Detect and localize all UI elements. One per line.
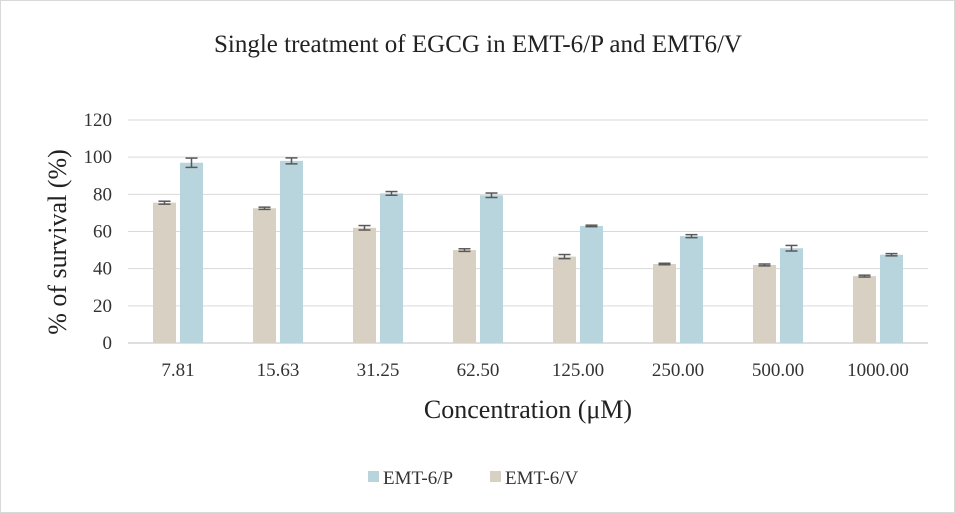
x-tick-label: 31.25 xyxy=(357,360,400,381)
y-tick-label: 40 xyxy=(93,259,112,280)
bar-emt-6-v-1 xyxy=(253,208,276,343)
y-tick-label: 60 xyxy=(93,222,112,243)
error-bar xyxy=(758,263,771,267)
error-bar xyxy=(658,262,671,266)
bar-emt-6-p-7 xyxy=(880,254,903,343)
x-tick-label: 250.00 xyxy=(652,360,704,381)
y-axis-label: % of survival (%) xyxy=(43,149,72,335)
error-bar xyxy=(258,206,271,211)
bar-emt-6-v-7 xyxy=(853,276,876,343)
legend-label: EMT-6/V xyxy=(505,468,578,489)
legend: EMT-6/P EMT-6/V xyxy=(368,468,578,489)
y-tick-label: 0 xyxy=(103,333,113,354)
legend-item: EMT-6/V xyxy=(490,468,578,489)
legend-swatch xyxy=(368,471,379,482)
error-bar xyxy=(458,248,471,253)
error-bar xyxy=(358,224,371,231)
error-bar xyxy=(885,252,898,257)
bar-emt-6-p-2 xyxy=(380,193,403,343)
bar-emt-6-p-5 xyxy=(680,236,703,343)
x-tick-label: 500.00 xyxy=(752,360,804,381)
x-axis-ticks: 7.81 15.63 31.25 62.50 125.00 250.00 500.00 100… xyxy=(161,360,909,381)
error-bar xyxy=(485,192,498,199)
error-bar xyxy=(158,200,171,205)
y-tick-label: 80 xyxy=(93,184,112,205)
chart-title: Single treatment of EGCG in EMT-6/P and … xyxy=(214,31,742,58)
y-tick-label: 120 xyxy=(84,110,113,131)
error-bar xyxy=(185,157,198,169)
bar-emt-6-v-0 xyxy=(153,202,176,343)
x-tick-label: 1000.00 xyxy=(847,360,909,381)
bar-emt-6-v-3 xyxy=(453,250,476,343)
x-axis-label: Concentration (μM) xyxy=(424,395,632,424)
error-bar xyxy=(685,233,698,239)
legend-item: EMT-6/P xyxy=(368,468,453,489)
bar-emt-6-p-0 xyxy=(180,162,203,343)
x-tick-label: 62.50 xyxy=(457,360,500,381)
error-bar xyxy=(285,157,298,165)
y-axis-ticks: 0 20 40 60 80 100 120 xyxy=(84,110,113,354)
x-tick-label: 15.63 xyxy=(257,360,300,381)
bar-emt-6-p-3 xyxy=(480,195,503,343)
error-bar xyxy=(558,253,571,260)
error-bar xyxy=(858,274,871,278)
error-bar xyxy=(585,224,598,228)
y-tick-label: 100 xyxy=(84,147,113,168)
error-bar xyxy=(385,190,398,197)
bar-emt-6-v-5 xyxy=(653,264,676,343)
error-bars xyxy=(158,157,898,278)
bars xyxy=(153,160,903,343)
bar-emt-6-v-6 xyxy=(753,264,776,343)
legend-label: EMT-6/P xyxy=(383,468,453,489)
bar-emt-6-v-4 xyxy=(553,256,576,343)
legend-swatch xyxy=(490,471,501,482)
x-tick-label: 125.00 xyxy=(552,360,604,381)
y-tick-label: 20 xyxy=(93,296,112,317)
bar-emt-6-p-6 xyxy=(780,248,803,343)
error-bar xyxy=(785,244,798,252)
bar-emt-6-p-4 xyxy=(580,225,603,343)
x-tick-label: 7.81 xyxy=(161,360,194,381)
bar-emt-6-v-2 xyxy=(353,227,376,343)
bar-emt-6-p-1 xyxy=(280,160,303,343)
gridlines xyxy=(128,119,928,344)
